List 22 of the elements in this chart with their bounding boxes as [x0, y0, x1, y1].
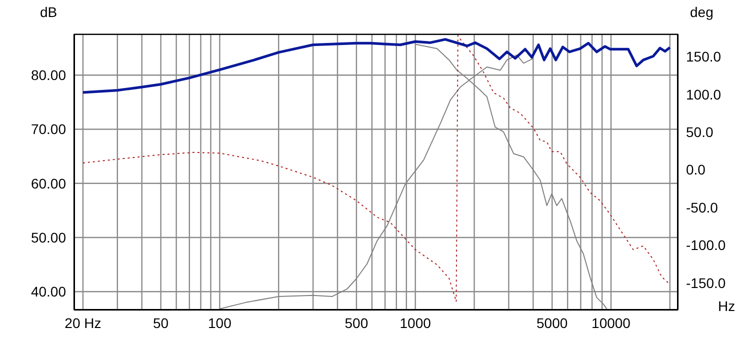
x-tick-label: 500	[344, 314, 368, 331]
x-axis-title: Hz	[718, 298, 736, 314]
x-tick-label: 10000	[592, 314, 631, 331]
y2-tick-label: 0.0	[686, 162, 706, 178]
y-tick-label: 40.00	[30, 284, 66, 300]
x-tick-label: 50	[153, 314, 169, 331]
y-tick-label: 60.00	[30, 175, 66, 192]
y-tick-label: 50.00	[30, 229, 66, 246]
y2-tick-label: -150.0	[686, 274, 726, 291]
y2-tick-label: 50.0	[686, 124, 714, 140]
y-axis-title: dB	[40, 4, 58, 20]
y2-axis-title: deg	[690, 4, 714, 20]
x-tick-label: 5000	[536, 314, 568, 331]
y2-tick-label: -100.0	[686, 237, 726, 254]
x-tick-label: 100	[208, 314, 232, 331]
y2-tick-label: -50.0	[686, 199, 718, 216]
y-tick-label: 80.00	[30, 67, 66, 84]
y2-tick-label: 150.0	[686, 48, 722, 65]
x-tick-label: 1000	[400, 314, 432, 331]
y2-tick-label: 100.0	[686, 86, 722, 102]
y-tick-label: 70.00	[30, 121, 66, 138]
x-tick-label: 20 Hz	[64, 314, 102, 331]
